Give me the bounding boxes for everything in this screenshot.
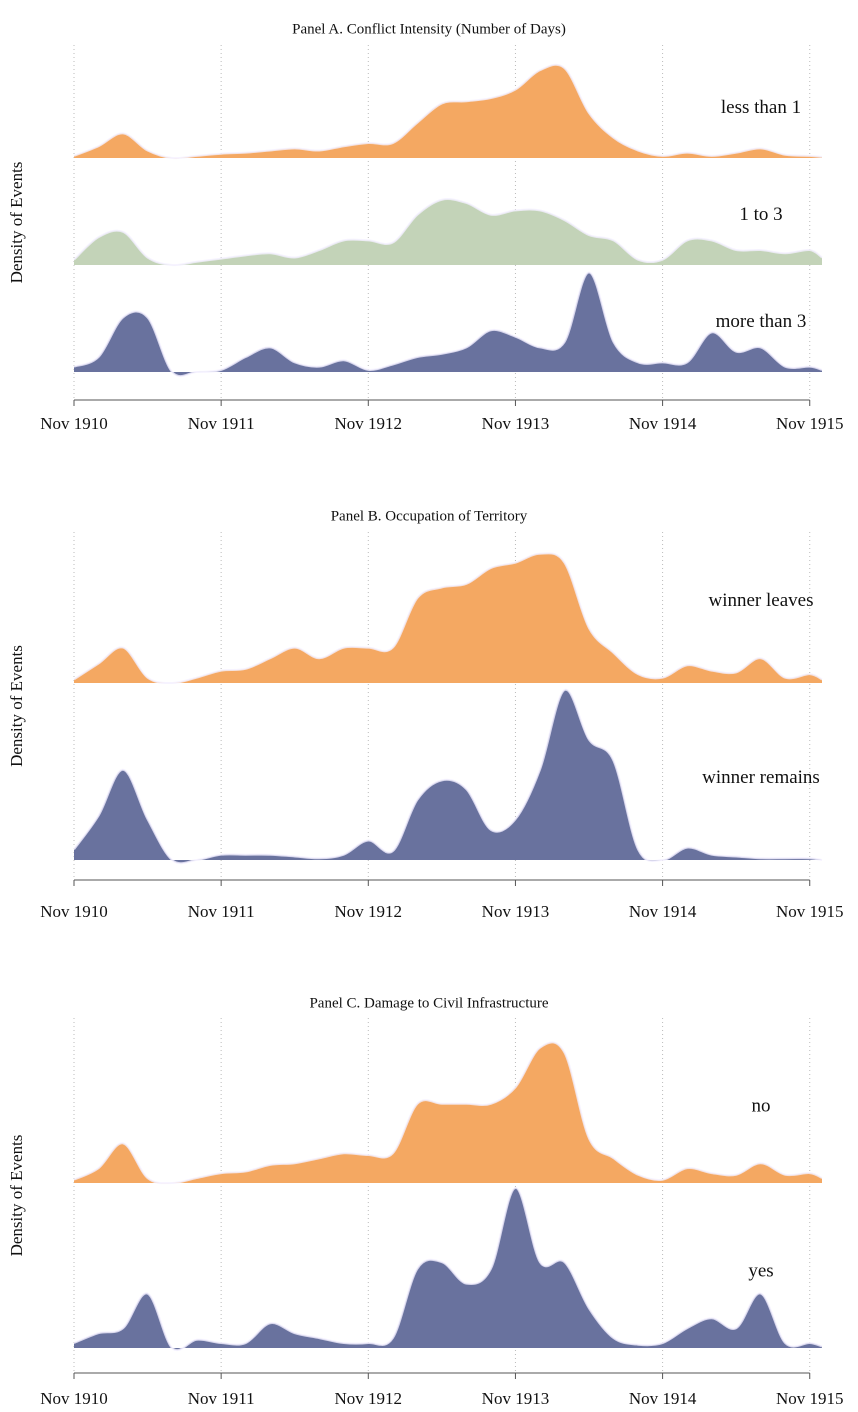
x-tick-label: Nov 1914 xyxy=(629,414,697,433)
x-tick-label: Nov 1915 xyxy=(776,414,844,433)
y-axis-label: Density of Events xyxy=(7,162,26,284)
x-tick-label: Nov 1912 xyxy=(335,414,403,433)
ridge-area xyxy=(74,1042,822,1184)
x-tick-label: Nov 1912 xyxy=(335,902,403,921)
series-label: no xyxy=(752,1095,771,1116)
y-axis-label: Density of Events xyxy=(7,1135,26,1257)
x-tick-label: Nov 1910 xyxy=(40,414,108,433)
series-label: 1 to 3 xyxy=(739,204,782,225)
x-tick-label: Nov 1910 xyxy=(40,1389,108,1408)
x-tick-label: Nov 1912 xyxy=(335,1389,403,1408)
x-tick-label: Nov 1911 xyxy=(188,1389,255,1408)
panel-title: Panel C. Damage to Civil Infrastructure xyxy=(309,995,548,1011)
ridge-line xyxy=(73,271,823,378)
x-tick-label: Nov 1911 xyxy=(188,902,255,921)
ridge-line xyxy=(73,1186,823,1352)
x-tick-label: Nov 1910 xyxy=(40,902,108,921)
ridge-area xyxy=(74,272,822,377)
ridge-area xyxy=(74,199,822,266)
x-tick-label: Nov 1915 xyxy=(776,1389,844,1408)
x-tick-label: Nov 1914 xyxy=(629,1389,697,1408)
x-tick-label: Nov 1913 xyxy=(482,414,550,433)
series-label: more than 3 xyxy=(716,311,807,332)
panel-title: Panel A. Conflict Intensity (Number of D… xyxy=(292,21,566,37)
ridge-area xyxy=(74,689,822,864)
series-label: winner leaves xyxy=(709,590,814,611)
panel-title: Panel B. Occupation of Territory xyxy=(331,508,528,524)
ridge-line xyxy=(73,1041,823,1185)
x-tick-label: Nov 1914 xyxy=(629,902,697,921)
x-tick-label: Nov 1911 xyxy=(188,414,255,433)
x-tick-label: Nov 1913 xyxy=(482,902,550,921)
ridge-area xyxy=(74,64,822,159)
ridge-line xyxy=(73,552,823,685)
ridge-area xyxy=(74,553,822,684)
series-label: winner remains xyxy=(702,767,820,788)
ridge-line xyxy=(73,198,823,267)
x-tick-label: Nov 1913 xyxy=(482,1389,550,1408)
y-axis-label: Density of Events xyxy=(7,645,26,767)
ridge-line xyxy=(73,63,823,160)
x-tick-label: Nov 1915 xyxy=(776,902,844,921)
series-label: yes xyxy=(748,1260,773,1281)
series-label: less than 1 xyxy=(721,97,801,118)
ridge-line xyxy=(73,689,823,865)
ridge-area xyxy=(74,1187,822,1351)
